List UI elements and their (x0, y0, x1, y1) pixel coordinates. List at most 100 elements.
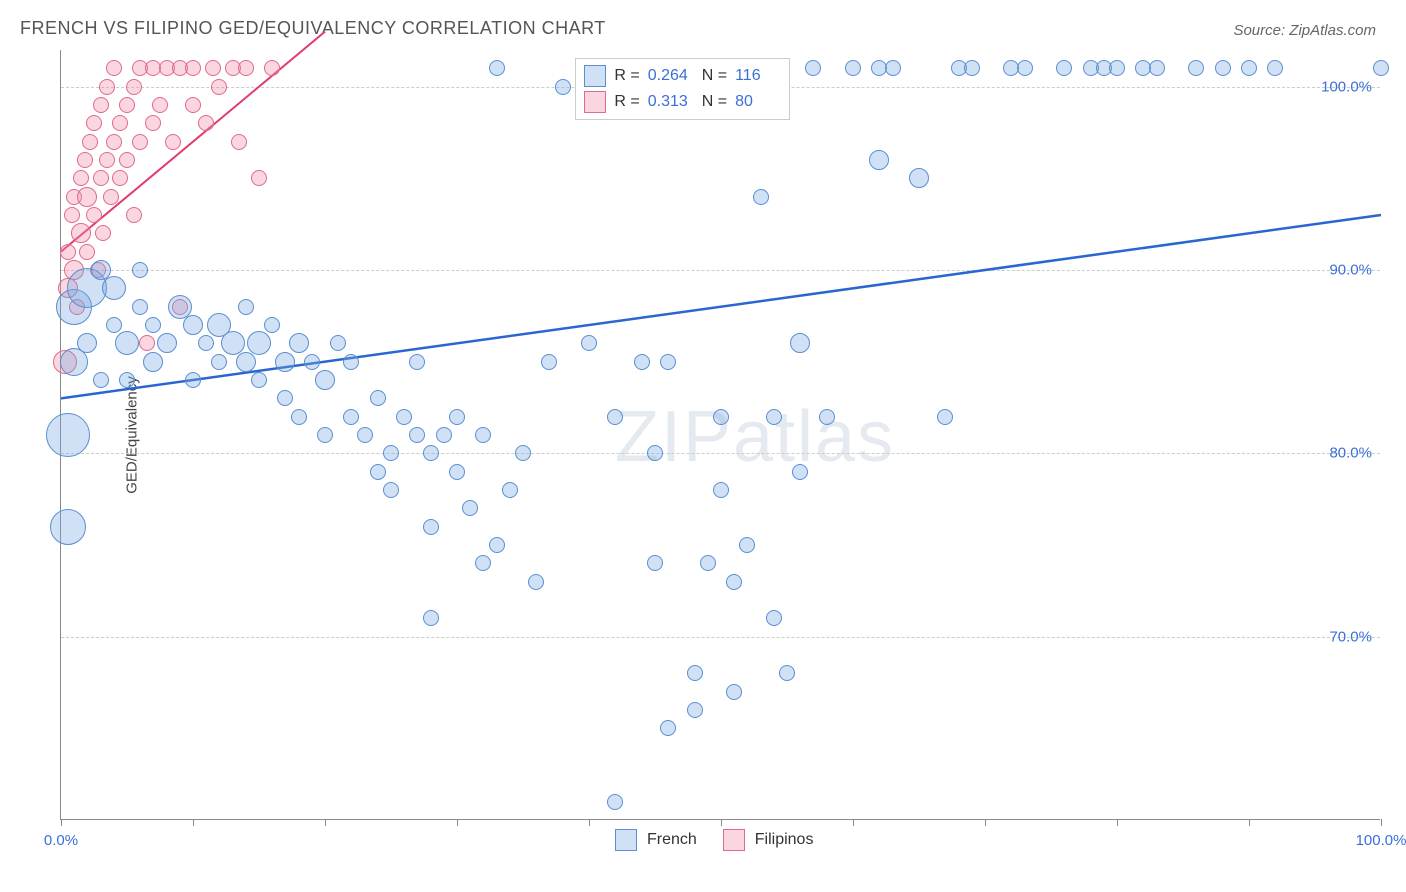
data-point (647, 445, 663, 461)
data-point (231, 134, 247, 150)
stat-n-value: 80 (735, 93, 781, 111)
stats-row: R =0.264N =116 (584, 63, 781, 89)
data-point (1056, 60, 1072, 76)
data-point (885, 60, 901, 76)
xtick (1381, 819, 1382, 826)
data-point (247, 331, 271, 355)
data-point (581, 335, 597, 351)
data-point (119, 152, 135, 168)
data-point (289, 333, 309, 353)
data-point (423, 519, 439, 535)
data-point (502, 482, 518, 498)
data-point (77, 333, 97, 353)
data-point (238, 60, 254, 76)
legend-label: French (647, 831, 697, 849)
data-point (145, 317, 161, 333)
data-point (165, 134, 181, 150)
data-point (132, 134, 148, 150)
data-point (277, 390, 293, 406)
data-point (1109, 60, 1125, 76)
data-point (77, 187, 97, 207)
data-point (409, 354, 425, 370)
data-point (343, 409, 359, 425)
data-point (183, 315, 203, 335)
data-point (726, 684, 742, 700)
stats-box: R =0.264N =116R =0.313N =80 (575, 58, 790, 120)
data-point (126, 79, 142, 95)
xtick (1249, 819, 1250, 826)
data-point (528, 574, 544, 590)
xtick (985, 819, 986, 826)
data-point (106, 317, 122, 333)
data-point (1373, 60, 1389, 76)
data-point (275, 352, 295, 372)
source-text: Source: ZipAtlas.com (1233, 22, 1376, 39)
data-point (1241, 60, 1257, 76)
data-point (251, 372, 267, 388)
data-point (139, 335, 155, 351)
xtick (61, 819, 62, 826)
data-point (126, 207, 142, 223)
data-point (423, 445, 439, 461)
data-point (1017, 60, 1033, 76)
xtick (853, 819, 854, 826)
data-point (766, 610, 782, 626)
data-point (541, 354, 557, 370)
data-point (119, 372, 135, 388)
data-point (132, 262, 148, 278)
data-point (423, 610, 439, 626)
data-point (86, 115, 102, 131)
data-point (86, 207, 102, 223)
data-point (370, 464, 386, 480)
data-point (106, 60, 122, 76)
data-point (792, 464, 808, 480)
data-point (71, 223, 91, 243)
xtick-label: 0.0% (44, 832, 78, 849)
data-point (436, 427, 452, 443)
stat-r-value: 0.313 (648, 93, 694, 111)
data-point (475, 427, 491, 443)
legend-label: Filipinos (755, 831, 814, 849)
data-point (119, 97, 135, 113)
data-point (700, 555, 716, 571)
data-point (50, 509, 86, 545)
data-point (1267, 60, 1283, 76)
data-point (475, 555, 491, 571)
data-point (819, 409, 835, 425)
data-point (60, 244, 76, 260)
data-point (1149, 60, 1165, 76)
data-point (726, 574, 742, 590)
trend-lines (61, 50, 1380, 819)
data-point (779, 665, 795, 681)
data-point (607, 794, 623, 810)
chart-title: FRENCH VS FILIPINO GED/EQUIVALENCY CORRE… (20, 18, 606, 39)
data-point (143, 352, 163, 372)
data-point (937, 409, 953, 425)
xtick-label: 100.0% (1356, 832, 1406, 849)
data-point (687, 702, 703, 718)
data-point (46, 413, 90, 457)
data-point (198, 335, 214, 351)
data-point (766, 409, 782, 425)
legend-swatch (584, 65, 606, 87)
data-point (845, 60, 861, 76)
data-point (99, 152, 115, 168)
data-point (251, 170, 267, 186)
data-point (106, 134, 122, 150)
xtick (193, 819, 194, 826)
data-point (489, 60, 505, 76)
data-point (647, 555, 663, 571)
data-point (264, 317, 280, 333)
data-point (317, 427, 333, 443)
data-point (291, 409, 307, 425)
data-point (185, 372, 201, 388)
plot-area: GED/Equivalency ZIPatlas 70.0%80.0%90.0%… (60, 50, 1380, 820)
xtick (589, 819, 590, 826)
data-point (211, 354, 227, 370)
data-point (93, 97, 109, 113)
data-point (79, 244, 95, 260)
data-point (185, 60, 201, 76)
data-point (660, 720, 676, 736)
data-point (1188, 60, 1204, 76)
stat-n-value: 116 (735, 67, 781, 85)
